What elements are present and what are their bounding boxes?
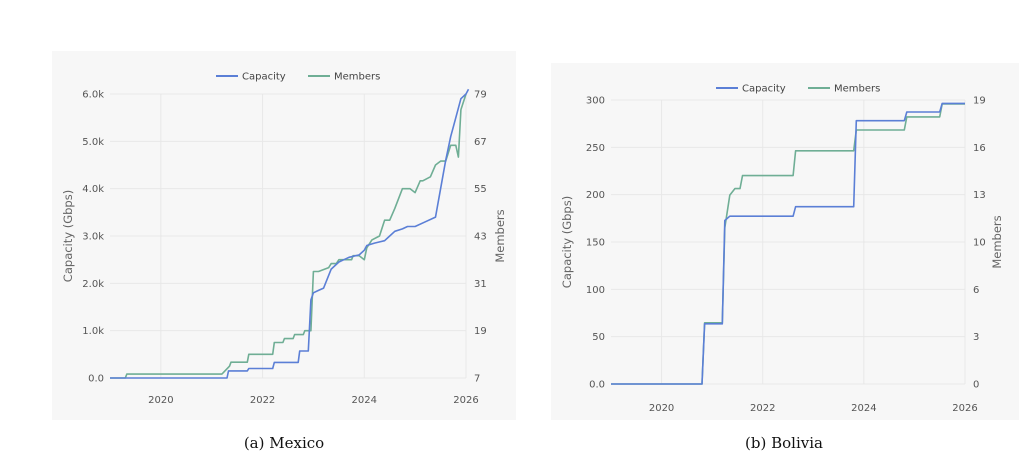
legend-label-members[interactable]: Members (834, 84, 880, 95)
y-left-tick-label: 100 (586, 285, 605, 296)
y-right-axis-title: Members (493, 209, 507, 262)
caption-bolivia: (b) Bolivia (745, 434, 823, 452)
chart-mexico: 0.0 1.0k 2.0k 3.0k 4.0k 5.0k 6.0k 7 19 31 43 55 67 79… (61, 72, 507, 407)
y-left-tick-label: 0.0 (589, 380, 605, 391)
y-left-tick-label: 5.0k (82, 137, 104, 148)
y-right-tick-label: 55 (474, 184, 487, 195)
series-line-members (611, 103, 965, 385)
y-left-tick-label: 0.0 (88, 374, 104, 385)
y-right-tick-label: 31 (474, 279, 487, 290)
series-line-capacity (110, 88, 470, 379)
y-left-axis-title: Capacity (Gbps) (61, 190, 75, 282)
y-right-tick-label: 10 (973, 238, 986, 249)
y-left-tick-label: 150 (586, 238, 605, 249)
chart-panel-bolivia: 0.0 50 100 150 200 250 300 0 3 6 10 13 16 19 2020 2022 2… (551, 63, 1019, 420)
y-left-tick-label: 300 (586, 96, 605, 107)
y-right-tick-label: 19 (973, 96, 986, 107)
legend-label-capacity[interactable]: Capacity (242, 72, 286, 83)
legend-label-members[interactable]: Members (334, 72, 380, 83)
chart-panel-mexico: 0.0 1.0k 2.0k 3.0k 4.0k 5.0k 6.0k 7 19 31 43 55 67 79… (52, 51, 516, 420)
y-left-tick-label: 3.0k (82, 232, 104, 243)
y-right-tick-label: 3 (973, 332, 979, 343)
y-right-tick-label: 6 (973, 285, 979, 296)
y-left-tick-label: 2.0k (82, 279, 104, 290)
y-right-tick-label: 0 (973, 380, 979, 391)
y-left-tick-label: 200 (586, 190, 605, 201)
x-tick-label: 2020 (649, 403, 674, 414)
y-left-tick-label: 250 (586, 143, 605, 154)
caption-mexico: (a) Mexico (243, 434, 325, 452)
y-left-tick-label: 50 (592, 332, 605, 343)
y-right-tick-label: 43 (474, 232, 487, 243)
y-left-axis-title: Capacity (Gbps) (560, 196, 574, 288)
y-right-tick-label: 13 (973, 190, 986, 201)
x-tick-label: 2022 (750, 403, 775, 414)
y-right-tick-label: 19 (474, 326, 487, 337)
x-tick-label: 2026 (952, 403, 977, 414)
y-right-axis-title: Members (990, 215, 1004, 268)
x-tick-label: 2024 (352, 395, 377, 406)
x-tick-label: 2026 (453, 395, 478, 406)
y-left-tick-label: 1.0k (82, 326, 104, 337)
y-right-tick-label: 7 (474, 374, 480, 385)
series-line-members (110, 93, 467, 379)
y-right-tick-label: 16 (973, 143, 986, 154)
y-right-tick-label: 79 (474, 90, 487, 101)
series-line-capacity (611, 102, 965, 385)
x-tick-label: 2020 (148, 395, 173, 406)
x-tick-label: 2022 (250, 395, 275, 406)
x-tick-label: 2024 (851, 403, 876, 414)
chart-bolivia: 0.0 50 100 150 200 250 300 0 3 6 10 13 16 19 2020 2022 2… (560, 84, 1004, 415)
legend-label-capacity[interactable]: Capacity (742, 84, 786, 95)
y-left-tick-label: 6.0k (82, 90, 104, 101)
y-right-tick-label: 67 (474, 137, 487, 148)
y-left-tick-label: 4.0k (82, 184, 104, 195)
